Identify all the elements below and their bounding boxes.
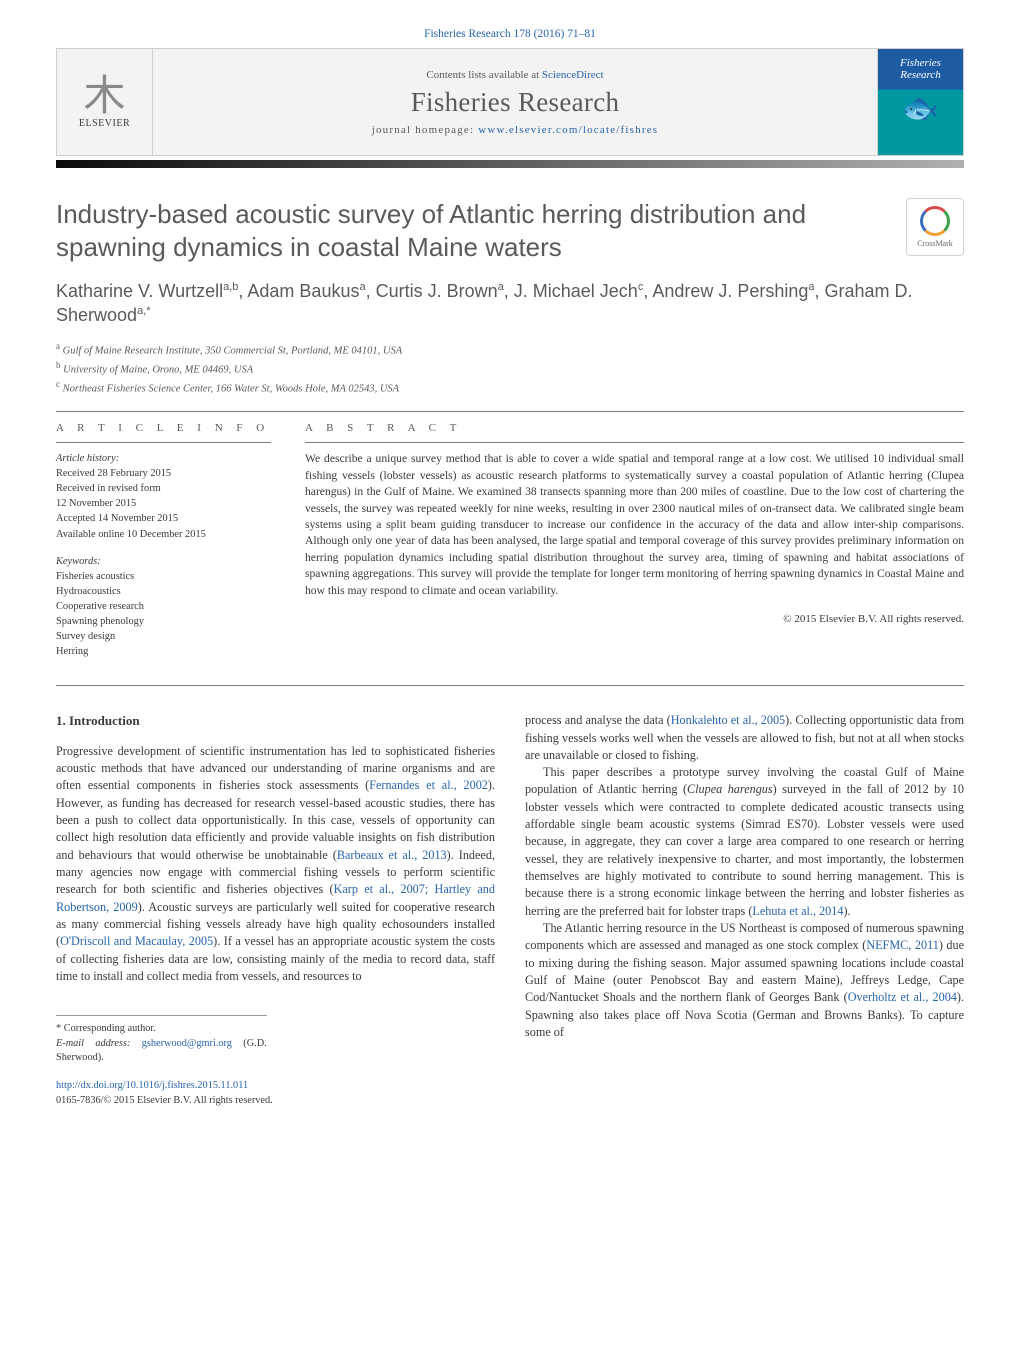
keyword: Fisheries acoustics: [56, 569, 271, 584]
affiliations: a Gulf of Maine Research Institute, 350 …: [56, 340, 964, 398]
body-paragraph: Progressive development of scientific in…: [56, 743, 495, 986]
contents-lists: Contents lists available at ScienceDirec…: [426, 69, 603, 81]
journal-homepage-label: journal homepage: www.elsevier.com/locat…: [372, 124, 659, 136]
right-column: process and analyse the data (Honkalehto…: [525, 712, 964, 1065]
authors: Katharine V. Wurtzella,b, Adam Baukusa, …: [56, 279, 964, 328]
keyword: Herring: [56, 644, 271, 659]
affiliation-line: a Gulf of Maine Research Institute, 350 …: [56, 340, 964, 359]
sciencedirect-link[interactable]: ScienceDirect: [542, 69, 604, 81]
elsevier-brand: ELSEVIER: [79, 118, 130, 129]
body-paragraph: The Atlantic herring resource in the US …: [525, 920, 964, 1041]
article-info-heading: A R T I C L E I N F O: [56, 422, 271, 434]
history-label: Article history:: [56, 451, 271, 466]
elsevier-logo: ⽊ ELSEVIER: [57, 49, 153, 155]
body-columns: 1. Introduction Progressive development …: [56, 712, 964, 1065]
article-title: Industry-based acoustic survey of Atlant…: [56, 198, 890, 263]
citation-link[interactable]: Barbeaux et al., 2013: [337, 848, 447, 862]
elsevier-tree-icon: ⽊: [83, 76, 125, 118]
journal-name: Fisheries Research: [411, 87, 620, 118]
keywords-label: Keywords:: [56, 554, 271, 569]
citation-link[interactable]: Lehuta et al., 2014: [752, 904, 843, 918]
issn-copyright: 0165-7836/© 2015 Elsevier B.V. All right…: [56, 1095, 273, 1106]
abstract-heading: A B S T R A C T: [305, 422, 964, 434]
history-line: Received in revised form: [56, 481, 271, 496]
keyword: Survey design: [56, 629, 271, 644]
abstract-text: We describe a unique survey method that …: [305, 451, 964, 599]
citation-link[interactable]: O'Driscoll and Macaulay, 2005: [60, 934, 213, 948]
footnotes: * Corresponding author. E-mail address: …: [56, 1015, 267, 1065]
fish-icon: 🐟: [902, 91, 939, 126]
email-link[interactable]: gsherwood@gmri.org: [142, 1038, 232, 1049]
gradient-divider: [56, 160, 964, 168]
keyword: Cooperative research: [56, 599, 271, 614]
email-label: E-mail address:: [56, 1038, 142, 1049]
history-line: Received 28 February 2015: [56, 466, 271, 481]
divider: [305, 442, 964, 443]
volume-link[interactable]: Fisheries Research 178 (2016) 71–81: [424, 28, 596, 40]
corresponding-author: * Corresponding author.: [56, 1022, 267, 1036]
copyright-line: © 2015 Elsevier B.V. All rights reserved…: [305, 613, 964, 625]
citation-link[interactable]: NEFMC, 2011: [866, 938, 939, 952]
keyword: Hydroacoustics: [56, 584, 271, 599]
crossmark-badge[interactable]: CrossMark: [906, 198, 964, 256]
citation-link[interactable]: Fernandes et al., 2002: [369, 778, 488, 792]
history-line: Accepted 14 November 2015: [56, 511, 271, 526]
doi-block: http://dx.doi.org/10.1016/j.fishres.2015…: [56, 1079, 964, 1108]
doi-link[interactable]: http://dx.doi.org/10.1016/j.fishres.2015…: [56, 1080, 248, 1091]
volume-info: Fisheries Research 178 (2016) 71–81: [56, 28, 964, 40]
affiliation-line: b University of Maine, Orono, ME 04469, …: [56, 359, 964, 378]
divider: [56, 442, 271, 443]
body-paragraph: This paper describes a prototype survey …: [525, 764, 964, 920]
history-line: 12 November 2015: [56, 496, 271, 511]
citation-link[interactable]: Karp et al., 2007; Hartley and Robertson…: [56, 882, 495, 913]
crossmark-icon: [920, 206, 950, 236]
keyword: Spawning phenology: [56, 614, 271, 629]
citation-link[interactable]: Honkalehto et al., 2005: [671, 713, 785, 727]
divider: [56, 411, 964, 412]
citation-link[interactable]: Overholtz et al., 2004: [848, 990, 957, 1004]
journal-cover-thumb: FisheriesResearch 🐟: [877, 49, 963, 155]
body-paragraph: process and analyse the data (Honkalehto…: [525, 712, 964, 764]
journal-homepage-link[interactable]: www.elsevier.com/locate/fishres: [478, 124, 658, 136]
journal-header: ⽊ ELSEVIER Contents lists available at S…: [56, 48, 964, 156]
history-line: Available online 10 December 2015: [56, 527, 271, 542]
divider: [56, 685, 964, 686]
left-column: 1. Introduction Progressive development …: [56, 712, 495, 1065]
affiliation-line: c Northeast Fisheries Science Center, 16…: [56, 378, 964, 397]
section-heading-intro: 1. Introduction: [56, 712, 495, 730]
